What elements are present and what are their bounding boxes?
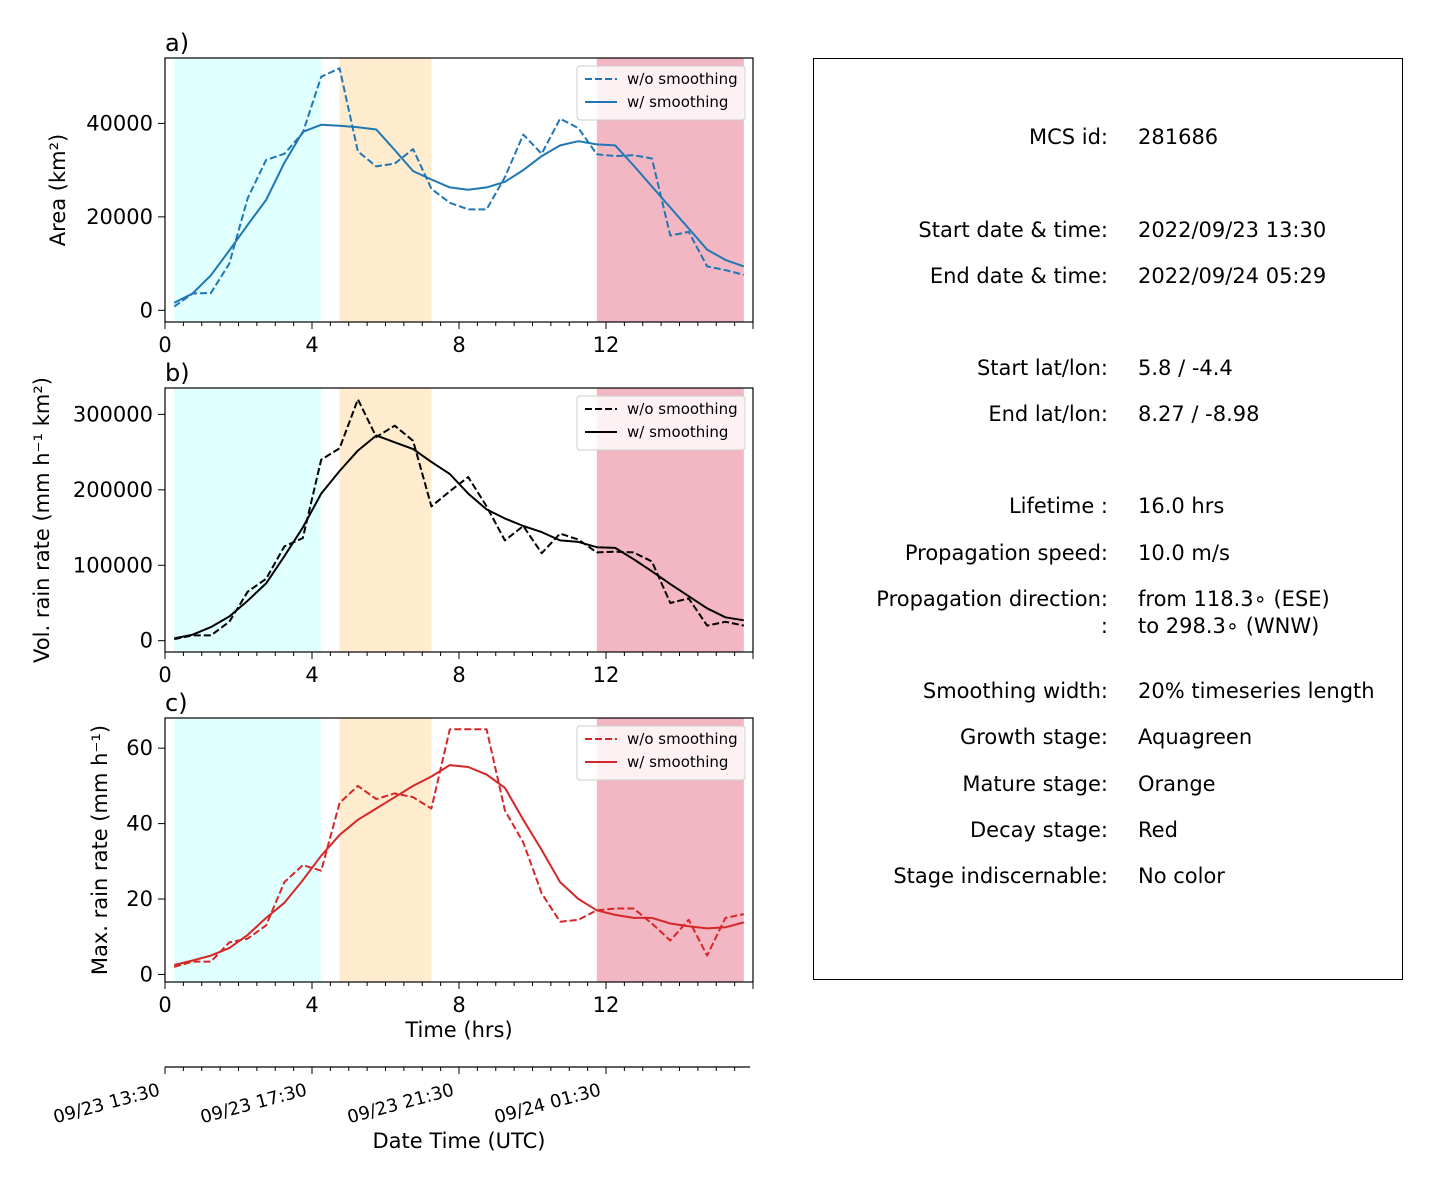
x-tick-label: 12 xyxy=(593,993,620,1017)
info-label: Mature stage: xyxy=(962,772,1108,796)
y-tick-label: 0 xyxy=(140,629,153,653)
info-label: Start lat/lon: xyxy=(976,356,1108,380)
info-value: Orange xyxy=(1138,772,1216,796)
y-axis-label: Vol. rain rate (mm h⁻¹ km²) xyxy=(30,377,54,663)
date-tick-label: 09/23 17:30 xyxy=(198,1080,309,1129)
panel-a: 0 4 8 12 0 20000 40000 a) Area (km²) w/o smoothin… xyxy=(46,29,754,357)
info-value: to 298.3∘ (WNW) xyxy=(1138,614,1320,638)
info-value: 10.0 m/s xyxy=(1138,541,1230,565)
info-label: : xyxy=(1100,614,1108,638)
info-label: Growth stage: xyxy=(959,725,1108,749)
stage-growth-band xyxy=(174,388,322,652)
info-value: Aquagreen xyxy=(1138,725,1253,749)
series-line-smoothed xyxy=(174,434,744,640)
y-tick-label: 40000 xyxy=(86,111,153,135)
x-tick-label: 0 xyxy=(158,333,171,357)
legend-box xyxy=(576,65,746,121)
y-tick-label: 60 xyxy=(126,736,153,760)
y-tick-label: 200000 xyxy=(73,478,153,502)
panel-label: c) xyxy=(165,689,188,717)
stage-mature-band xyxy=(339,58,432,322)
date-tick-label: 09/23 13:30 xyxy=(51,1080,162,1129)
date-axis: 09/23 13:30 09/23 17:30 09/23 21:30 09/24 0… xyxy=(51,1066,750,1153)
info-label: Smoothing width: xyxy=(922,679,1108,703)
series-line-smoothed xyxy=(173,764,745,966)
x-tick-label: 0 xyxy=(158,663,171,687)
info-label: Start date & time: xyxy=(918,218,1108,242)
panel-label: a) xyxy=(165,29,189,57)
x-axis-label: Time (hrs) xyxy=(404,1018,512,1042)
info-value: 8.27 / -8.98 xyxy=(1138,402,1260,426)
info-value: No color xyxy=(1138,864,1225,888)
info-value: Red xyxy=(1138,818,1178,842)
x-tick-label: 12 xyxy=(593,663,620,687)
legend-label: w/o smoothing xyxy=(627,70,738,88)
y-tick-label: 300000 xyxy=(73,402,153,426)
info-value: from 118.3∘ (ESE) xyxy=(1138,587,1330,611)
panel-b: 0 4 8 12 0 100000 200000 300000 b) Vol. rain rate… xyxy=(30,359,754,687)
info-value: 2022/09/23 13:30 xyxy=(1138,218,1327,242)
date-tick-label: 09/24 01:30 xyxy=(492,1080,603,1129)
info-value: 16.0 hrs xyxy=(1138,494,1225,518)
x-tick-label: 4 xyxy=(305,663,318,687)
y-axis-label: Area (km²) xyxy=(46,134,70,246)
stage-growth-band xyxy=(174,718,322,982)
info-label: End lat/lon: xyxy=(988,402,1108,426)
x-tick-label: 4 xyxy=(305,993,318,1017)
legend-label: w/o smoothing xyxy=(627,400,738,418)
x-tick-label: 12 xyxy=(593,333,620,357)
panel-c: 0 4 8 12 0 20 40 60 c) Max. rain rate (mm h⁻¹) Tim… xyxy=(88,689,754,1042)
date-tick-label: 09/23 21:30 xyxy=(345,1080,456,1129)
legend-box xyxy=(576,395,746,451)
mcs-info-panel xyxy=(813,58,1403,980)
stage-mature-band xyxy=(339,718,432,982)
x-tick-label: 4 xyxy=(305,333,318,357)
info-label: Stage indiscernable: xyxy=(893,864,1108,888)
legend-label: w/ smoothing xyxy=(627,423,728,441)
y-tick-label: 0 xyxy=(140,962,153,986)
x-tick-label: 8 xyxy=(452,663,465,687)
stage-growth-band xyxy=(174,58,322,322)
info-label: MCS id: xyxy=(1028,125,1108,149)
date-axis-label: Date Time (UTC) xyxy=(373,1129,546,1153)
info-value: 2022/09/24 05:29 xyxy=(1138,264,1327,288)
info-value: 20% timeseries length xyxy=(1138,679,1375,703)
legend-label: w/ smoothing xyxy=(627,753,728,771)
stage-mature-band xyxy=(339,388,432,652)
series-line-raw xyxy=(173,67,745,308)
info-label: Propagation speed: xyxy=(904,541,1108,565)
panel-label: b) xyxy=(165,359,190,387)
series-line-raw xyxy=(173,728,745,968)
info-label: End date & time: xyxy=(929,264,1108,288)
x-tick-label: 8 xyxy=(452,993,465,1017)
x-tick-label: 8 xyxy=(452,333,465,357)
y-axis-label: Max. rain rate (mm h⁻¹) xyxy=(88,725,112,975)
y-tick-label: 40 xyxy=(126,812,153,836)
y-tick-label: 100000 xyxy=(73,553,153,577)
legend-label: w/ smoothing xyxy=(627,93,728,111)
y-tick-label: 20 xyxy=(126,887,153,911)
info-label: Decay stage: xyxy=(970,818,1108,842)
legend-box xyxy=(576,725,746,781)
x-tick-label: 0 xyxy=(158,993,171,1017)
info-value: 5.8 / -4.4 xyxy=(1138,356,1233,380)
info-value: 281686 xyxy=(1138,125,1219,149)
series-line-smoothed xyxy=(173,123,745,304)
y-tick-label: 20000 xyxy=(86,205,153,229)
legend-label: w/o smoothing xyxy=(627,730,738,748)
info-label: Lifetime : xyxy=(1008,494,1108,518)
info-label: Propagation direction: xyxy=(876,587,1108,611)
y-tick-label: 0 xyxy=(140,298,153,322)
